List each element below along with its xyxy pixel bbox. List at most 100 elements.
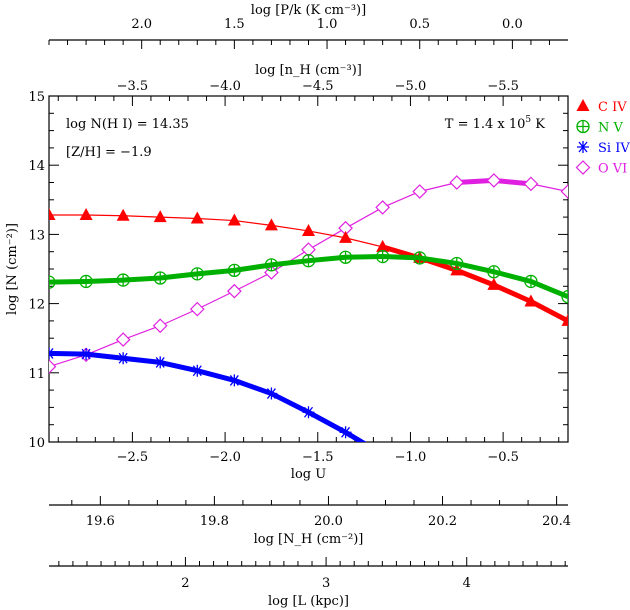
marker-plus (376, 250, 389, 263)
y-tick-label: 11 (28, 367, 45, 382)
secondary-tick-label: −5.5 (487, 79, 519, 94)
temp-prefix: T = 1.4 x 10 (445, 117, 526, 132)
y-tick-label: 10 (28, 436, 45, 451)
secondary-tick-label: 19.8 (200, 514, 229, 529)
marker-plus (450, 257, 463, 270)
y-axis-title: log [N (cm⁻²)] (5, 223, 20, 315)
marker-plus (80, 275, 93, 288)
asterisk-marker (577, 141, 589, 153)
asterisk-marker (117, 352, 130, 365)
marker-plus (228, 264, 241, 277)
triangle-marker (576, 99, 590, 111)
diamond-marker (486, 173, 502, 188)
secondary-tick-label: 20.4 (542, 514, 571, 529)
legend-item: C IV (576, 99, 627, 115)
secondary-tick-label: 20.2 (428, 514, 457, 529)
temp-suffix: K (531, 117, 545, 132)
diamond-marker (152, 318, 168, 334)
x-tick-label: −1.5 (302, 450, 334, 465)
asterisk-marker (265, 387, 278, 400)
x-tick-label: −1.0 (395, 450, 427, 465)
diamond-marker (49, 359, 57, 374)
legend-label: N V (598, 121, 624, 136)
secondary-tick-label: 19.6 (86, 514, 115, 529)
plot-area (49, 173, 568, 442)
marker-plus (265, 258, 278, 271)
marker-plus (302, 254, 315, 267)
circle-plus-marker (301, 254, 316, 268)
marker-plus (339, 251, 352, 264)
x-tick-label: −2.5 (117, 450, 149, 465)
legend-label: O VI (598, 162, 627, 177)
triangle-marker (339, 230, 353, 243)
circle-plus-marker (264, 258, 279, 272)
series-o-vi (49, 173, 568, 374)
triangle-marker (561, 313, 568, 326)
legend-item: O VI (575, 160, 627, 177)
axes: −2.5 −2.0 −1.5 −1.0 −0.5 log U 10 11 12 13 14 15 log… (5, 3, 571, 609)
asterisk-marker (302, 406, 315, 419)
circle-plus-marker (116, 273, 130, 287)
marker-plus (117, 274, 130, 287)
circle-plus-marker (190, 267, 204, 281)
secondary-tick-label: −4.0 (209, 79, 241, 94)
y-tick-label: 13 (28, 228, 45, 243)
asterisk-marker (154, 356, 167, 369)
triangle-marker (227, 213, 241, 226)
secondary-tick-label: 1.0 (317, 17, 338, 32)
circle-plus-marker (227, 263, 242, 278)
asterisk-marker (80, 348, 93, 361)
diamond-marker (115, 332, 131, 347)
marker-plus (487, 265, 500, 278)
triangle-marker (190, 211, 204, 224)
legend-item: Si IV (577, 141, 630, 156)
legend: C IV N V Si IV O VI (575, 99, 630, 177)
triangle-marker (376, 239, 390, 252)
diamond-marker (523, 176, 539, 192)
secondary-axis-bottom-1: 19.6 19.8 20.0 20.2 20.4 log [N_H (cm⁻²)] (49, 496, 571, 547)
secondary-tick-label: 2.0 (131, 17, 152, 32)
series-line-thick (49, 350, 367, 442)
marker-plus (577, 120, 589, 133)
y-tick-label: 15 (28, 90, 45, 105)
legend-label: Si IV (598, 141, 630, 156)
triangle-marker (524, 294, 538, 307)
series-n-v (49, 249, 568, 304)
secondary-tick-label: 1.5 (224, 17, 245, 32)
marker-plus (524, 275, 537, 288)
secondary-tick-label: 20.0 (314, 514, 343, 529)
secondary-axis-title: log [L (kpc)] (268, 594, 349, 609)
secondary-axis-title: log [n_H (cm⁻³)] (255, 63, 362, 78)
legend-item: N V (576, 119, 624, 136)
secondary-tick-label: 2 (181, 576, 189, 591)
diamond-marker (412, 184, 428, 199)
secondary-axis-title: log [P/k (K cm⁻³)] (251, 3, 366, 18)
annotation-temperature: T = 1.4 x 105 K (445, 115, 546, 132)
marker-plus (154, 271, 167, 284)
marker-plus (562, 290, 568, 303)
triangle-marker (79, 208, 93, 221)
triangle-marker (487, 277, 501, 290)
circle-plus-marker (375, 249, 390, 264)
circle-plus-marker (524, 274, 538, 289)
secondary-axis-title: log [N_H (cm⁻²)] (254, 532, 364, 547)
marker-plus (413, 251, 426, 264)
secondary-tick-label: −4.5 (302, 79, 334, 94)
triangle-marker (302, 223, 315, 236)
diamond-marker (189, 301, 205, 317)
x-tick-label: −0.5 (487, 450, 519, 465)
circle-plus-marker (561, 290, 568, 304)
secondary-tick-label: 0.5 (409, 17, 430, 32)
triangle-marker (49, 208, 56, 221)
triangle-marker (153, 210, 167, 223)
annotation-nhi: log N(H I) = 14.35 (66, 117, 189, 132)
asterisk-marker (191, 364, 204, 377)
annotation-metallicity: [Z/H] = −1.9 (66, 145, 152, 160)
marker-plus (191, 267, 204, 280)
series-si-iv (49, 347, 367, 442)
circle-plus-marker (49, 275, 56, 289)
diamond-marker (575, 160, 591, 175)
diamond-marker (560, 184, 568, 199)
secondary-axis-top-inner: −3.5 −4.0 −4.5 −5.0 −5.5 log [n_H (cm⁻³)] (117, 63, 519, 94)
